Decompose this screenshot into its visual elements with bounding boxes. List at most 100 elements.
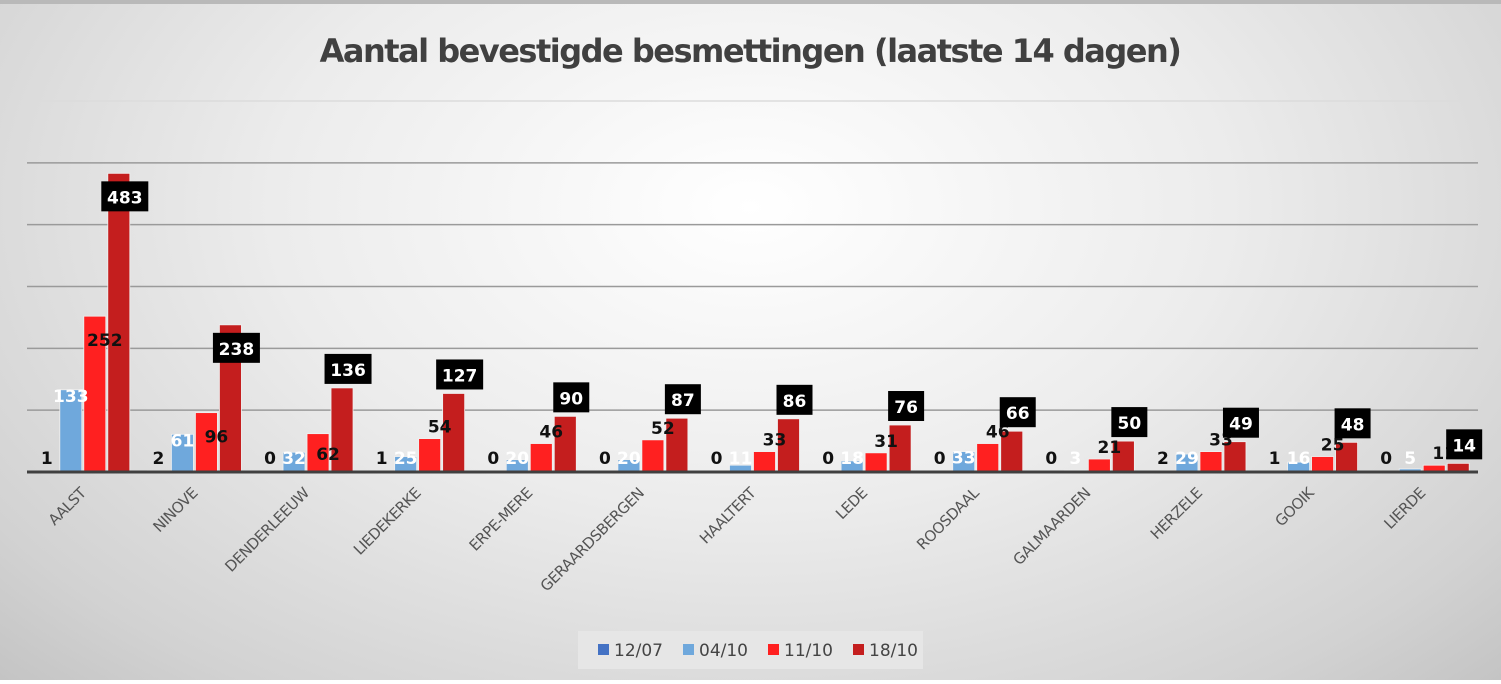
legend-swatch — [853, 644, 864, 655]
category-label: ERPE-MERE — [466, 484, 536, 554]
data-label: 52 — [651, 419, 675, 439]
category-label: LIERDE — [1380, 484, 1429, 533]
bar-11-10 — [529, 443, 553, 473]
data-label: 46 — [986, 423, 1010, 443]
bar-chart: Aantal bevestigde besmettingen (laatste … — [27, 32, 1483, 669]
data-label: 33 — [763, 431, 787, 451]
data-label: 1 — [376, 449, 388, 469]
bars — [35, 172, 1470, 473]
data-label-box — [888, 391, 925, 422]
data-label: 2 — [153, 449, 165, 469]
data-label: 252 — [87, 331, 123, 351]
category-label: LEDE — [832, 484, 871, 523]
data-label: 14 — [1452, 436, 1476, 456]
legend-label: 04/10 — [699, 641, 748, 661]
data-label: 50 — [1118, 414, 1142, 434]
data-label: 16 — [1287, 449, 1311, 469]
data-label: 48 — [1341, 415, 1365, 435]
data-label: 483 — [107, 188, 143, 208]
bar-11-10 — [418, 438, 442, 473]
data-label: 3 — [1069, 449, 1081, 469]
category-label: HAALTERT — [696, 483, 760, 547]
data-label: 1 — [41, 449, 53, 469]
data-label-box — [1111, 407, 1148, 438]
data-label: 54 — [428, 418, 452, 438]
bar-11-10 — [753, 451, 776, 473]
data-label: 133 — [53, 387, 89, 407]
data-label: 31 — [874, 432, 898, 452]
data-label-box — [324, 353, 372, 384]
legend-label: 11/10 — [784, 641, 833, 661]
data-label: 46 — [539, 423, 563, 443]
category-labels: AALST NINOVE DENDERLEEUW LIEDEKERKE ERPE-MER… — [45, 483, 1429, 595]
bar-18-10 — [107, 172, 131, 473]
chart-title: Aantal bevestigde besmettingen (laatste … — [320, 32, 1181, 70]
data-label: 87 — [671, 391, 695, 411]
data-label: 33 — [952, 449, 976, 469]
data-label: 1 — [1269, 449, 1281, 469]
data-label: 96 — [205, 428, 229, 448]
category-label: NINOVE — [150, 484, 202, 536]
bar-11-10 — [976, 443, 1000, 473]
data-label-box — [1222, 407, 1259, 438]
data-label: 127 — [442, 366, 478, 386]
data-label: 0 — [934, 449, 946, 469]
data-label: 238 — [219, 340, 255, 360]
legend: 12/07 04/10 11/10 18/10 — [578, 631, 923, 669]
bar-11-10 — [864, 452, 888, 473]
data-label: 20 — [617, 449, 641, 469]
category-label: GERAARDSBERGEN — [537, 484, 648, 595]
data-label-box — [1446, 429, 1483, 460]
data-label-box — [436, 359, 484, 390]
data-label: 0 — [264, 449, 276, 469]
data-label-box — [101, 181, 149, 212]
data-label-box — [1334, 408, 1371, 439]
data-label: 49 — [1229, 415, 1253, 435]
data-label: 5 — [1404, 449, 1416, 469]
data-label-box — [553, 382, 590, 413]
category-label: DENDERLEEUW — [221, 484, 313, 576]
data-label: 2 — [1157, 449, 1169, 469]
legend-swatch — [768, 644, 779, 655]
bar-11-10 — [1087, 458, 1111, 473]
data-label: 86 — [783, 392, 807, 412]
category-label: GALMAARDEN — [1009, 484, 1094, 569]
data-label: 0 — [487, 449, 499, 469]
data-label: 25 — [394, 449, 418, 469]
legend-swatch — [598, 644, 609, 655]
data-label: 90 — [559, 389, 583, 409]
legend-label: 12/07 — [614, 641, 663, 661]
gridlines — [27, 100, 1478, 411]
bar-11-10 — [1311, 456, 1334, 473]
data-label-box — [999, 397, 1036, 428]
data-label: 29 — [1175, 449, 1199, 469]
data-label: 0 — [1045, 449, 1057, 469]
category-label: LIEDEKERKE — [350, 484, 425, 558]
data-label: 11 — [729, 449, 753, 469]
data-label: 136 — [330, 361, 366, 381]
category-label: HERZELE — [1147, 484, 1206, 543]
data-label: 32 — [282, 449, 306, 469]
data-label: 61 — [171, 431, 195, 451]
data-label: 66 — [1006, 404, 1030, 424]
legend-swatch — [683, 644, 694, 655]
bar-11-10 — [641, 439, 665, 473]
data-label: 18 — [840, 449, 864, 469]
legend-box — [578, 631, 923, 669]
category-label: GOOIK — [1271, 483, 1318, 530]
data-label: 76 — [894, 398, 918, 418]
data-label: 0 — [822, 449, 834, 469]
data-label-box — [664, 384, 701, 415]
category-label: AALST — [45, 483, 91, 529]
data-label: 21 — [1098, 438, 1122, 458]
data-label: 0 — [1380, 449, 1392, 469]
data-label: 62 — [316, 445, 340, 465]
data-label: 20 — [505, 449, 529, 469]
bar-11-10 — [1199, 451, 1223, 473]
data-label-box — [776, 384, 813, 415]
category-label: ROOSDAAL — [913, 483, 983, 553]
data-label: 0 — [711, 449, 723, 469]
data-label-box — [212, 332, 260, 363]
